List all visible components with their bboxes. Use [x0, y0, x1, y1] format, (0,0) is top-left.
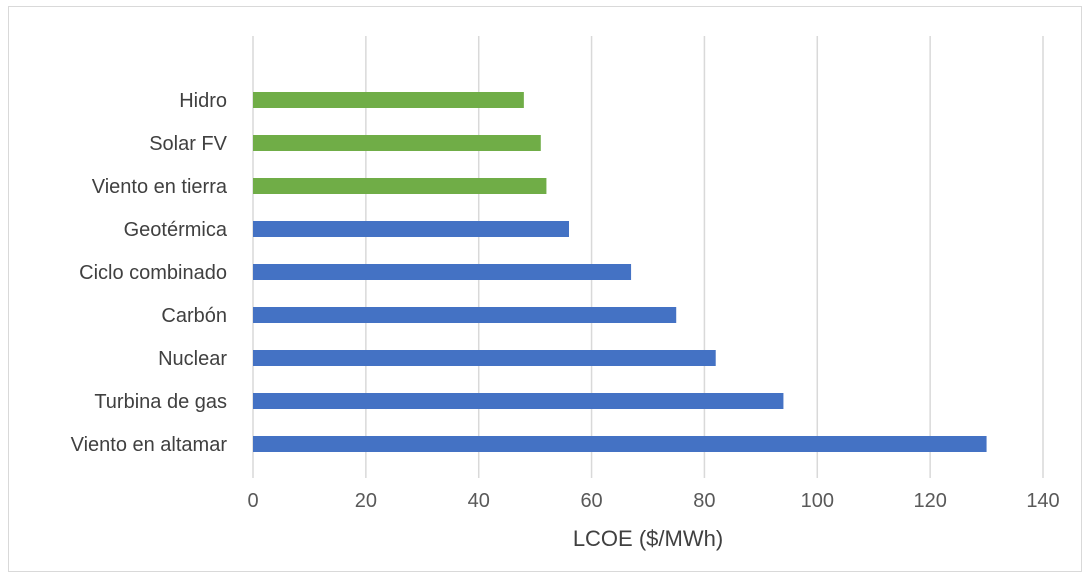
x-tick-label: 40 — [468, 490, 490, 512]
x-tick-label: 80 — [693, 490, 715, 512]
bar — [253, 221, 569, 237]
category-label: Turbina de gas — [94, 391, 227, 413]
x-tick-label: 120 — [913, 490, 946, 512]
x-tick-label: 100 — [801, 490, 834, 512]
category-label: Solar FV — [149, 133, 227, 155]
category-label: Viento en altamar — [71, 434, 228, 456]
bar — [253, 436, 987, 452]
bar — [253, 393, 784, 409]
category-label: Geotérmica — [124, 219, 228, 241]
category-labels: Hidro Solar FV Viento en tierra Geotérmica C… — [71, 90, 228, 456]
bar — [253, 92, 524, 108]
bar — [253, 135, 541, 151]
x-tick-label: 20 — [355, 490, 377, 512]
chart-frame — [8, 6, 1082, 572]
x-tick-label: 0 — [247, 490, 258, 512]
x-tick-label: 60 — [580, 490, 602, 512]
category-label: Carbón — [161, 305, 227, 327]
bar — [253, 264, 632, 280]
bar — [253, 307, 677, 323]
category-label: Hidro — [179, 90, 227, 112]
bar — [253, 178, 547, 194]
category-label: Ciclo combinado — [79, 262, 227, 284]
bars — [253, 92, 987, 452]
x-axis-title: LCOE ($/MWh) — [573, 526, 723, 551]
bar — [253, 350, 716, 366]
category-label: Viento en tierra — [92, 176, 228, 198]
category-label: Nuclear — [158, 348, 227, 370]
x-tick-label: 140 — [1026, 490, 1059, 512]
x-tick-labels: 0 20 40 60 80 100 120 140 — [247, 490, 1059, 512]
